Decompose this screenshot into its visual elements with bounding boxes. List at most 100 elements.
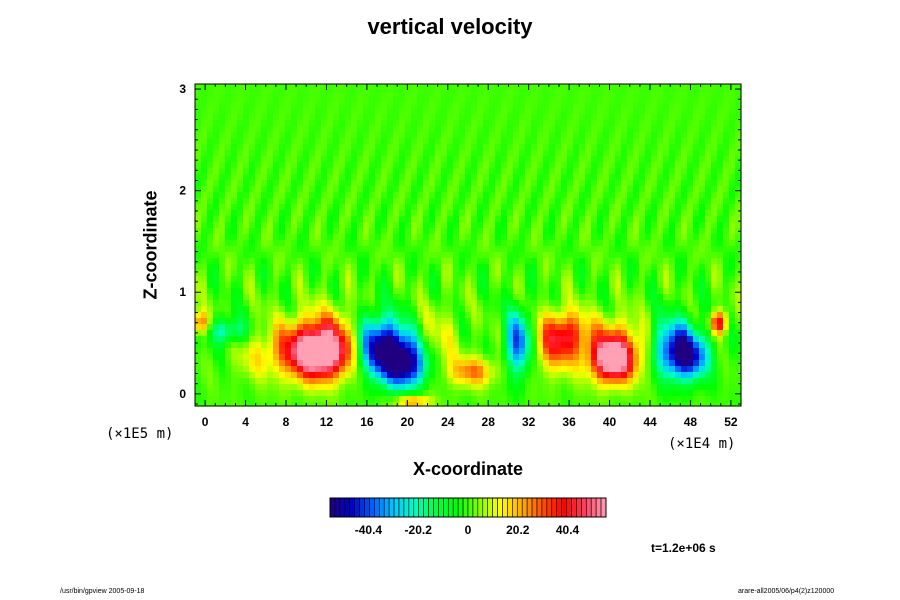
heatmap-cell	[531, 234, 538, 241]
heatmap-cell	[207, 348, 214, 355]
heatmap-cell	[537, 330, 544, 337]
heatmap-cell	[507, 330, 514, 337]
heatmap-cell	[495, 108, 502, 115]
heatmap-cell	[249, 144, 256, 151]
heatmap-cell	[375, 108, 382, 115]
heatmap-cell	[705, 96, 712, 103]
heatmap-cell	[675, 378, 682, 385]
heatmap-cell	[321, 390, 328, 397]
heatmap-cell	[735, 204, 742, 211]
heatmap-cell	[267, 390, 274, 397]
heatmap-cell	[345, 318, 352, 325]
heatmap-cell	[423, 180, 430, 187]
heatmap-cell	[579, 216, 586, 223]
heatmap-cell	[693, 258, 700, 265]
heatmap-cell	[339, 150, 346, 157]
heatmap-cell	[699, 342, 706, 349]
heatmap-cell	[669, 276, 676, 283]
heatmap-cell	[633, 246, 640, 253]
heatmap-cell	[621, 228, 628, 235]
heatmap-cell	[657, 336, 664, 343]
heatmap-cell	[195, 354, 202, 361]
heatmap-cell	[303, 132, 310, 139]
heatmap-cell	[243, 270, 250, 277]
heatmap-cell	[645, 168, 652, 175]
heatmap-cell	[261, 156, 268, 163]
heatmap-cell	[381, 318, 388, 325]
heatmap-cell	[231, 90, 238, 97]
heatmap-cell	[393, 336, 400, 343]
heatmap-cell	[405, 240, 412, 247]
heatmap-cell	[345, 252, 352, 259]
heatmap-cell	[735, 390, 742, 397]
heatmap-cell	[657, 294, 664, 301]
chart-title: vertical velocity	[367, 14, 533, 39]
heatmap-cell	[615, 330, 622, 337]
heatmap-cell	[663, 276, 670, 283]
heatmap-cell	[615, 84, 622, 91]
heatmap-cell	[339, 348, 346, 355]
heatmap-cell	[261, 84, 268, 91]
heatmap-cell	[333, 312, 340, 319]
heatmap-cell	[549, 132, 556, 139]
heatmap-cell	[465, 102, 472, 109]
heatmap-cell	[249, 294, 256, 301]
heatmap-cell	[555, 276, 562, 283]
heatmap-cell	[417, 174, 424, 181]
heatmap-cell	[525, 384, 532, 391]
heatmap-cell	[291, 396, 298, 403]
heatmap-cell	[327, 90, 334, 97]
heatmap-cell	[597, 306, 604, 313]
heatmap-cell	[321, 270, 328, 277]
heatmap-cell	[327, 396, 334, 403]
heatmap-cell	[273, 108, 280, 115]
heatmap-cell	[489, 216, 496, 223]
heatmap-cell	[243, 228, 250, 235]
heatmap-cell	[411, 114, 418, 121]
heatmap-cell	[435, 366, 442, 373]
heatmap-cell	[351, 180, 358, 187]
heatmap-cell	[195, 312, 202, 319]
heatmap-cell	[633, 204, 640, 211]
heatmap-cell	[561, 138, 568, 145]
heatmap-cell	[525, 348, 532, 355]
heatmap-cell	[495, 150, 502, 157]
heatmap-cell	[405, 354, 412, 361]
heatmap-cell	[435, 300, 442, 307]
heatmap-cell	[255, 300, 262, 307]
heatmap-cell	[213, 312, 220, 319]
heatmap-cell	[255, 150, 262, 157]
heatmap-cell	[717, 384, 724, 391]
heatmap-cell	[693, 396, 700, 403]
heatmap-cell	[417, 114, 424, 121]
heatmap-cell	[219, 288, 226, 295]
heatmap-cell	[285, 258, 292, 265]
heatmap-cell	[513, 372, 520, 379]
heatmap-cell	[285, 282, 292, 289]
heatmap-cell	[663, 210, 670, 217]
heatmap-cell	[405, 372, 412, 379]
heatmap-cell	[645, 174, 652, 181]
heatmap-cell	[363, 90, 370, 97]
heatmap-cell	[609, 372, 616, 379]
heatmap-cell	[615, 348, 622, 355]
heatmap-cell	[591, 108, 598, 115]
heatmap-cell	[669, 390, 676, 397]
heatmap-cell	[393, 162, 400, 169]
heatmap-cell	[237, 264, 244, 271]
heatmap-cell	[663, 252, 670, 259]
heatmap-cell	[561, 360, 568, 367]
heatmap-cell	[495, 390, 502, 397]
heatmap-cell	[201, 300, 208, 307]
heatmap-cell	[405, 306, 412, 313]
heatmap-cell	[501, 144, 508, 151]
heatmap-cell	[609, 90, 616, 97]
heatmap-cell	[579, 174, 586, 181]
heatmap-cell	[723, 288, 730, 295]
heatmap-cell	[411, 186, 418, 193]
heatmap-cell	[417, 288, 424, 295]
heatmap-cell	[549, 102, 556, 109]
heatmap-cell	[213, 294, 220, 301]
heatmap-cell	[513, 366, 520, 373]
heatmap-cell	[303, 384, 310, 391]
